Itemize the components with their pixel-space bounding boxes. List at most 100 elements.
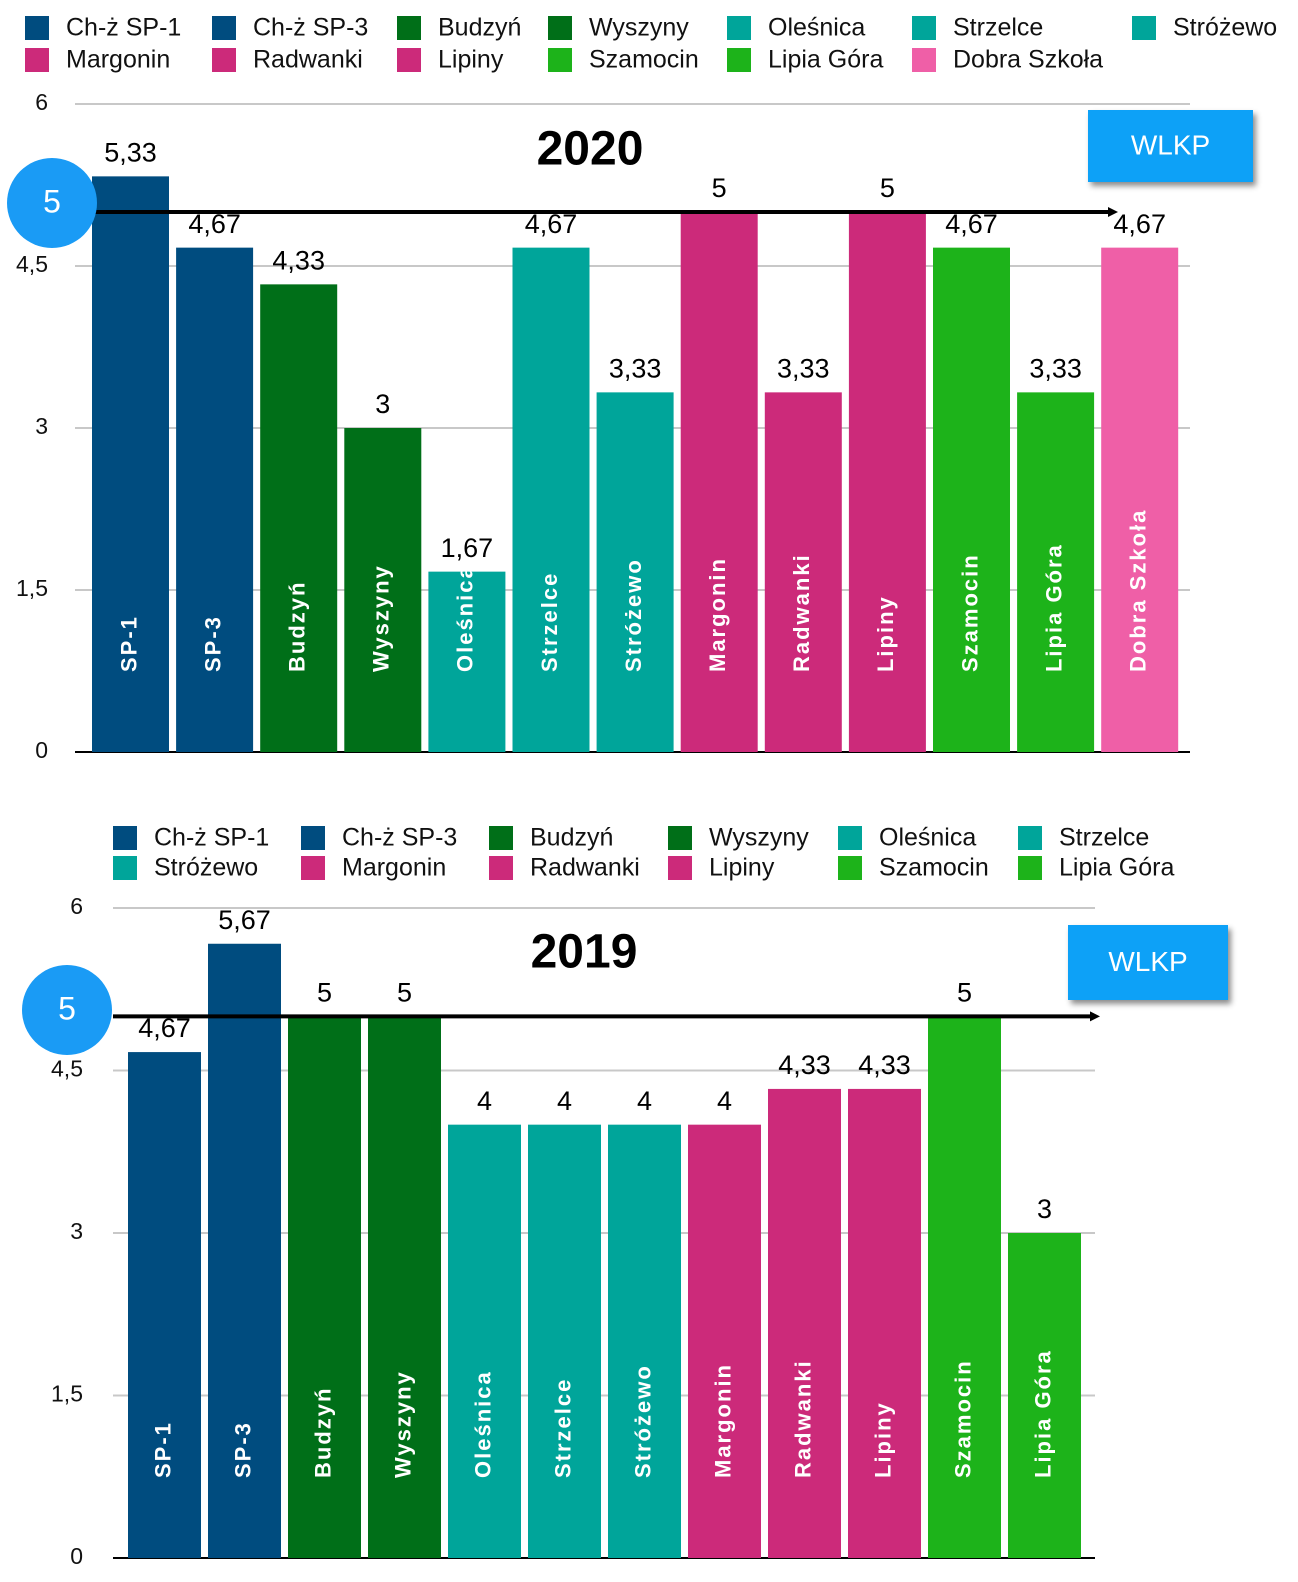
reference-box: [1088, 110, 1253, 182]
legend-swatch: [668, 826, 692, 850]
legend-label: Lipia Góra: [768, 46, 883, 74]
category-label: Stróżewo: [621, 558, 646, 672]
value-label: 3,33: [1029, 353, 1082, 383]
bar: [92, 176, 169, 753]
category-label: Lipia Góra: [1041, 543, 1066, 672]
legend-swatch: [548, 48, 572, 72]
legend-swatch: [212, 48, 236, 72]
legend-label: Radwanki: [253, 46, 363, 74]
category-label: SP-3: [200, 615, 225, 672]
legend-label: Lipia Góra: [1059, 854, 1174, 882]
legend-swatch: [838, 856, 862, 880]
category-label: Margonin: [710, 1363, 735, 1478]
reference-value: 5: [43, 183, 61, 219]
bar: [1101, 247, 1179, 752]
value-label: 3,33: [609, 353, 662, 383]
category-label: Oleśnica: [470, 1370, 495, 1478]
value-label: 4,33: [778, 1050, 831, 1080]
value-label: 5: [880, 173, 895, 203]
category-label: Lipiny: [870, 1401, 895, 1478]
legend-label: Margonin: [66, 46, 170, 74]
bar: [344, 428, 422, 752]
value-label: 5,67: [218, 905, 271, 935]
reference-circle: [7, 158, 97, 248]
y-tick-label: 4,5: [16, 251, 48, 277]
legend-swatch: [548, 16, 572, 40]
legend-swatch: [1018, 856, 1042, 880]
value-label: 3,33: [777, 353, 830, 383]
legend-label: Strzelce: [1059, 824, 1149, 852]
y-tick-label: 3: [70, 1218, 83, 1244]
legend-label: Wyszyny: [709, 824, 809, 852]
value-label: 5,33: [104, 137, 157, 167]
bar: [608, 1124, 681, 1558]
legend-label: Margonin: [342, 854, 446, 882]
y-tick-label: 1,5: [51, 1381, 83, 1407]
bar: [688, 1124, 761, 1558]
bar: [512, 247, 590, 752]
bar: [176, 247, 254, 752]
bar: [764, 392, 842, 752]
bar: [928, 1016, 1001, 1558]
value-label: 5: [712, 173, 727, 203]
category-label: Stróżewo: [630, 1364, 655, 1478]
legend-swatch: [113, 856, 137, 880]
legend-swatch: [668, 856, 692, 880]
legend-swatch: [301, 856, 325, 880]
legend-swatch: [25, 48, 49, 72]
value-label: 4,67: [1113, 209, 1166, 239]
value-label: 3: [375, 389, 390, 419]
bar: [448, 1124, 521, 1558]
legend-label: Stróżewo: [154, 854, 258, 882]
bar: [848, 212, 926, 752]
reference-label: WLKP: [1131, 129, 1210, 160]
legend-swatch: [838, 826, 862, 850]
category-label: Radwanki: [790, 1359, 815, 1478]
category-label: Strzelce: [550, 1378, 575, 1478]
value-label: 4: [637, 1086, 652, 1116]
reference-label: WLKP: [1108, 946, 1187, 977]
legend-label: Ch-ż SP-1: [66, 14, 181, 42]
value-label: 4: [717, 1086, 732, 1116]
legend-swatch: [489, 826, 513, 850]
bar: [428, 571, 506, 752]
y-tick-label: 0: [70, 1543, 83, 1569]
legend-label: Ch-ż SP-3: [253, 14, 368, 42]
legend-label: Lipiny: [709, 854, 775, 882]
bar: [128, 1052, 201, 1558]
legend-swatch: [397, 48, 421, 72]
bar: [848, 1088, 921, 1558]
value-label: 4,33: [272, 245, 325, 275]
legend-label: Ch-ż SP-1: [154, 824, 269, 852]
legend-label: Oleśnica: [879, 824, 976, 852]
y-tick-label: 6: [70, 893, 83, 919]
legend-label: Stróżewo: [1173, 14, 1277, 42]
category-label: Dobra Szkoła: [1126, 509, 1151, 672]
category-label: SP-3: [230, 1421, 255, 1478]
category-label: Margonin: [705, 557, 730, 672]
legend-swatch: [1018, 826, 1042, 850]
category-label: Strzelce: [537, 572, 562, 672]
legend-label: Szamocin: [589, 46, 699, 74]
value-label: 5: [397, 977, 412, 1007]
bar: [768, 1088, 841, 1558]
bar: [596, 392, 674, 752]
category-label: Lipia Góra: [1030, 1349, 1055, 1478]
bar: [260, 284, 338, 752]
chart-title: 2020: [537, 123, 644, 176]
legend-swatch: [397, 16, 421, 40]
category-label: Wyszyny: [390, 1370, 415, 1478]
legend-label: Oleśnica: [768, 14, 865, 42]
y-tick-label: 3: [35, 413, 48, 439]
y-tick-label: 0: [35, 737, 48, 763]
legend-label: Strzelce: [953, 14, 1043, 42]
category-label: Lipiny: [873, 595, 898, 672]
category-label: Szamocin: [950, 1359, 975, 1478]
legend-swatch: [113, 826, 137, 850]
bar: [933, 247, 1010, 752]
bar: [1017, 392, 1095, 752]
bar: [208, 943, 281, 1558]
category-label: Budzyń: [310, 1387, 335, 1478]
